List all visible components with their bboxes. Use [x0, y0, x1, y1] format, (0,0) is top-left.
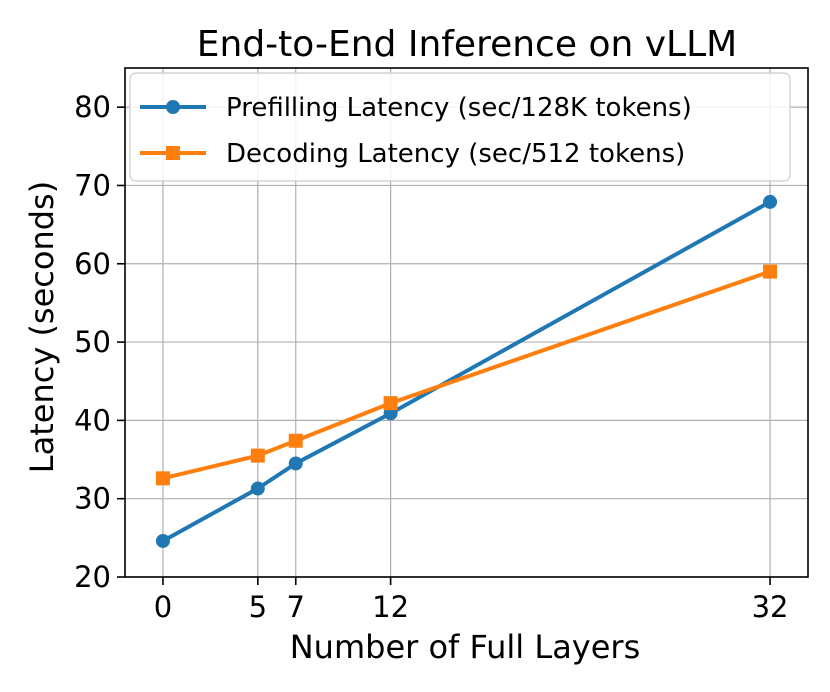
x-tick-label: 32: [752, 590, 789, 624]
plot-frame: [124, 67, 809, 578]
legend-marker-decoding: [166, 146, 180, 160]
x-tick-label: 5: [249, 590, 267, 624]
x-tick-label: 12: [372, 590, 409, 624]
y-tick-label: 40: [74, 403, 111, 437]
data-point-decoding: [288, 433, 303, 448]
data-point-prefilling: [763, 194, 778, 209]
data-point-prefilling: [155, 533, 170, 548]
legend-label-prefilling: Prefilling Latency (sec/128K tokens): [226, 93, 692, 123]
y-axis-label: Latency (seconds): [23, 181, 61, 473]
series-line-1: [162, 269, 771, 481]
legend-marker-prefilling: [166, 100, 180, 114]
y-tick-label: 20: [74, 560, 111, 594]
chart-title: End-to-End Inference on vLLM: [197, 24, 737, 65]
x-tick-label: 7: [287, 590, 305, 624]
data-point-prefilling: [250, 481, 265, 496]
legend: Prefilling Latency (sec/128K tokens) Dec…: [129, 72, 791, 182]
series-layer: [155, 194, 778, 548]
x-axis-label: Number of Full Layers: [290, 628, 641, 666]
y-tick-label: 80: [74, 90, 111, 124]
x-tick-label: 0: [154, 590, 172, 624]
data-point-decoding: [250, 448, 265, 463]
data-point-decoding: [155, 471, 170, 486]
legend-label-decoding: Decoding Latency (sec/512 tokens): [226, 139, 685, 169]
data-point-decoding: [383, 396, 398, 411]
data-point-decoding: [763, 264, 778, 279]
y-tick-label: 70: [74, 168, 111, 202]
y-tick-label: 60: [74, 247, 111, 281]
data-point-prefilling: [288, 456, 303, 471]
y-tick-label: 50: [74, 325, 111, 359]
y-axis: 20 30 40 50 60 70 80: [74, 90, 125, 594]
legend-box: [129, 72, 791, 182]
x-axis: 0 5 7 12 32: [154, 577, 789, 624]
y-tick-label: 30: [74, 482, 111, 516]
